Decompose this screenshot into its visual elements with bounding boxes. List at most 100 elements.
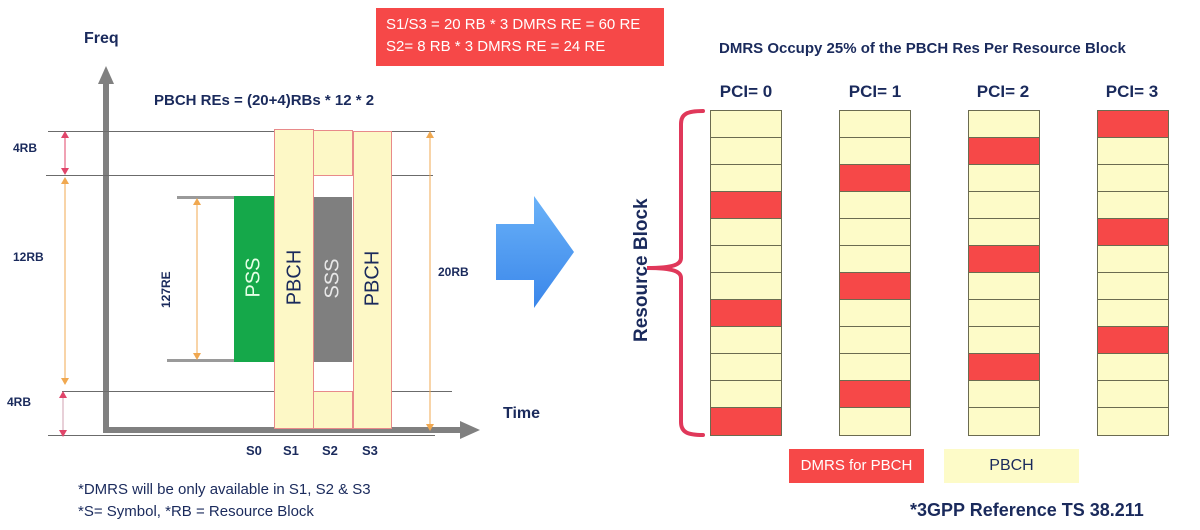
pss-label: PSS bbox=[242, 257, 265, 298]
pbch-re-cell bbox=[840, 111, 910, 138]
dmrs-re-cell bbox=[1098, 219, 1168, 246]
pbch-re-cell bbox=[840, 246, 910, 273]
symbol-label-s1: S1 bbox=[283, 443, 299, 458]
guide-line-top bbox=[48, 131, 435, 132]
pci-label-0: PCI= 0 bbox=[719, 82, 773, 101]
pbch-block-s1: PBCH bbox=[274, 129, 314, 429]
dmrs-re-cell bbox=[711, 300, 781, 327]
pbch-re-cell bbox=[711, 354, 781, 381]
spec-reference: *3GPP Reference TS 38.211 bbox=[910, 500, 1144, 520]
time-axis-arrow-icon bbox=[460, 421, 480, 439]
pci-label-2: PCI= 2 bbox=[976, 82, 1030, 101]
freq-axis bbox=[103, 84, 109, 432]
label-top-4rb: 4RB bbox=[13, 141, 38, 155]
label-bottom-4rb: 4RB bbox=[7, 395, 32, 409]
freq-axis-label: Freq bbox=[84, 30, 119, 47]
pbch-re-cell bbox=[969, 300, 1039, 327]
resource-block-pci-3 bbox=[1097, 110, 1169, 436]
dmrs-re-cell bbox=[840, 273, 910, 300]
pbch-re-cell bbox=[1098, 138, 1168, 165]
pbch-re-cell bbox=[840, 408, 910, 435]
pbch-re-cell bbox=[1098, 192, 1168, 219]
legend-pbch: PBCH bbox=[944, 449, 1079, 483]
total-dimension-arrow-icon bbox=[426, 131, 434, 431]
pbch-re-cell bbox=[840, 327, 910, 354]
sss-block: SSS bbox=[314, 197, 352, 362]
pbch-s3-label: PBCH bbox=[361, 250, 384, 307]
pbch-re-cell bbox=[1098, 408, 1168, 435]
time-axis-label: Time bbox=[503, 405, 541, 422]
symbol-label-s2: S2 bbox=[322, 443, 338, 458]
dmrs-re-cell bbox=[1098, 327, 1168, 354]
pbch-re-cell bbox=[840, 300, 910, 327]
pbch-re-cell bbox=[969, 327, 1039, 354]
label-12rb: 12RB bbox=[13, 250, 44, 264]
symbol-label-s0: S0 bbox=[246, 443, 262, 458]
pbch-re-cell bbox=[969, 273, 1039, 300]
pbch-re-cell bbox=[1098, 165, 1168, 192]
dmrs-re-cell bbox=[969, 354, 1039, 381]
pbch-re-cell bbox=[840, 219, 910, 246]
pbch-re-cell bbox=[1098, 300, 1168, 327]
pbch-re-cell bbox=[969, 165, 1039, 192]
pbch-block-s2-top bbox=[313, 130, 353, 176]
pbch-re-cell bbox=[840, 192, 910, 219]
symbol-label-s3: S3 bbox=[362, 443, 378, 458]
resource-block-label: Resource Block bbox=[631, 198, 652, 342]
dmrs-count-box: S1/S3 = 20 RB * 3 DMRS RE = 60 RE S2= 8 … bbox=[376, 8, 664, 66]
resource-block-brace-icon bbox=[646, 109, 705, 437]
pci-label-1: PCI= 1 bbox=[848, 82, 902, 101]
label-20rb: 20RB bbox=[438, 265, 469, 279]
pbch-re-cell bbox=[711, 111, 781, 138]
pbch-block-s2-bottom bbox=[313, 391, 353, 429]
pbch-re-cell bbox=[1098, 381, 1168, 408]
resource-block-pci-1 bbox=[839, 110, 911, 436]
dmrs-re-cell bbox=[840, 165, 910, 192]
pbch-re-cell bbox=[969, 408, 1039, 435]
pci-label-3: PCI= 3 bbox=[1105, 82, 1159, 101]
pbch-re-cell bbox=[711, 246, 781, 273]
pbch-re-cell bbox=[1098, 273, 1168, 300]
pss-dimension-arrow-icon bbox=[193, 198, 201, 360]
pbch-re-cell bbox=[1098, 246, 1168, 273]
dmrs-title: DMRS Occupy 25% of the PBCH Res Per Reso… bbox=[719, 40, 1126, 57]
pss-guide-bottom bbox=[167, 359, 235, 362]
pbch-re-cell bbox=[711, 138, 781, 165]
pbch-re-cell bbox=[840, 354, 910, 381]
right-arrow-icon bbox=[496, 196, 574, 308]
resource-block-pci-0 bbox=[710, 110, 782, 436]
dmrs-count-s1-s3: S1/S3 = 20 RB * 3 DMRS RE = 60 RE bbox=[386, 16, 641, 33]
dmrs-re-cell bbox=[840, 381, 910, 408]
dmrs-re-cell bbox=[969, 138, 1039, 165]
resource-block-pci-2 bbox=[968, 110, 1040, 436]
pbch-re-cell bbox=[711, 327, 781, 354]
freq-axis-arrow-icon bbox=[98, 66, 114, 84]
label-127re: 127RE bbox=[159, 271, 173, 308]
footnote-abbreviations: *S= Symbol, *RB = Resource Block bbox=[78, 503, 314, 520]
pbch-block-s3: PBCH bbox=[353, 131, 392, 429]
guide-line-upper bbox=[46, 175, 433, 176]
time-axis bbox=[103, 427, 463, 433]
pbch-re-cell bbox=[711, 381, 781, 408]
dmrs-re-cell bbox=[969, 246, 1039, 273]
pbch-re-cell bbox=[969, 192, 1039, 219]
pbch-formula: PBCH REs = (20+4)RBs * 12 * 2 bbox=[154, 92, 375, 109]
footnote-dmrs: *DMRS will be only available in S1, S2 &… bbox=[78, 481, 371, 498]
pbch-re-cell bbox=[711, 273, 781, 300]
dmrs-re-cell bbox=[711, 192, 781, 219]
legend-dmrs: DMRS for PBCH bbox=[789, 449, 924, 483]
footnotes: *DMRS will be only available in S1, S2 &… bbox=[78, 479, 371, 523]
pbch-re-cell bbox=[1098, 354, 1168, 381]
guide-line-bottom bbox=[48, 435, 435, 436]
pbch-s1-label: PBCH bbox=[283, 249, 306, 306]
dmrs-re-cell bbox=[711, 408, 781, 435]
dimension-arrows-icon bbox=[59, 131, 69, 437]
pbch-re-cell bbox=[969, 219, 1039, 246]
guide-line-lower bbox=[62, 391, 452, 392]
pss-guide-top bbox=[177, 196, 235, 199]
pss-block: PSS bbox=[234, 196, 274, 362]
pbch-re-cell bbox=[840, 138, 910, 165]
dmrs-count-s2: S2= 8 RB * 3 DMRS RE = 24 RE bbox=[386, 38, 606, 55]
pbch-re-cell bbox=[969, 111, 1039, 138]
pbch-re-cell bbox=[711, 165, 781, 192]
